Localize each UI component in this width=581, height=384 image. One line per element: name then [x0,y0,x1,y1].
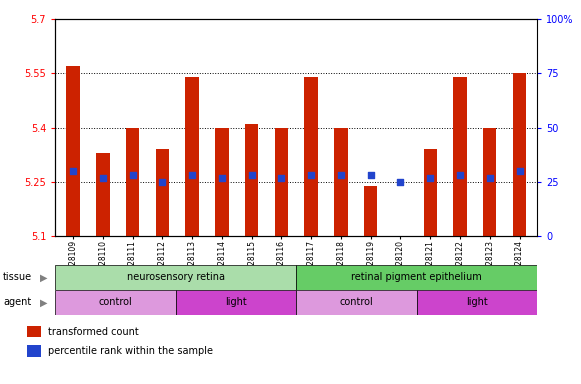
Bar [245,124,259,236]
Bar [424,149,437,236]
Point [277,174,286,180]
Text: retinal pigment epithelium: retinal pigment epithelium [352,272,482,283]
Bar [156,149,169,236]
Bar [96,153,110,236]
Point [336,172,346,179]
Text: ▶: ▶ [40,297,47,308]
Bar [55,290,176,315]
Bar [215,127,228,236]
Bar [185,77,199,236]
Bar [126,127,139,236]
Text: percentile rank within the sample: percentile rank within the sample [48,346,213,356]
Point [69,168,78,174]
Bar [296,265,537,290]
Text: ▶: ▶ [40,272,47,283]
Point [426,174,435,180]
Text: light: light [467,297,488,308]
Text: transformed count: transformed count [48,327,138,337]
Text: control: control [99,297,132,308]
Point [366,172,375,179]
Text: neurosensory retina: neurosensory retina [127,272,225,283]
Point [247,172,256,179]
Point [396,179,405,185]
Bar [66,66,80,236]
Bar [364,185,378,236]
Point [485,174,494,180]
Bar [483,127,497,236]
Point [128,172,137,179]
Bar [176,290,296,315]
Point [98,174,107,180]
Text: light: light [225,297,247,308]
Bar [453,77,467,236]
Bar [55,265,296,290]
Bar [304,77,318,236]
Text: tissue: tissue [3,272,32,283]
Point [307,172,316,179]
Text: agent: agent [3,297,31,308]
Text: control: control [340,297,374,308]
Point [456,172,465,179]
Bar [27,326,41,337]
Point [217,174,227,180]
Bar [334,127,347,236]
Bar [275,127,288,236]
Point [157,179,167,185]
Bar [513,73,526,236]
Point [515,168,524,174]
Point [188,172,197,179]
Bar [417,290,537,315]
Bar [296,290,417,315]
Bar [27,345,41,357]
